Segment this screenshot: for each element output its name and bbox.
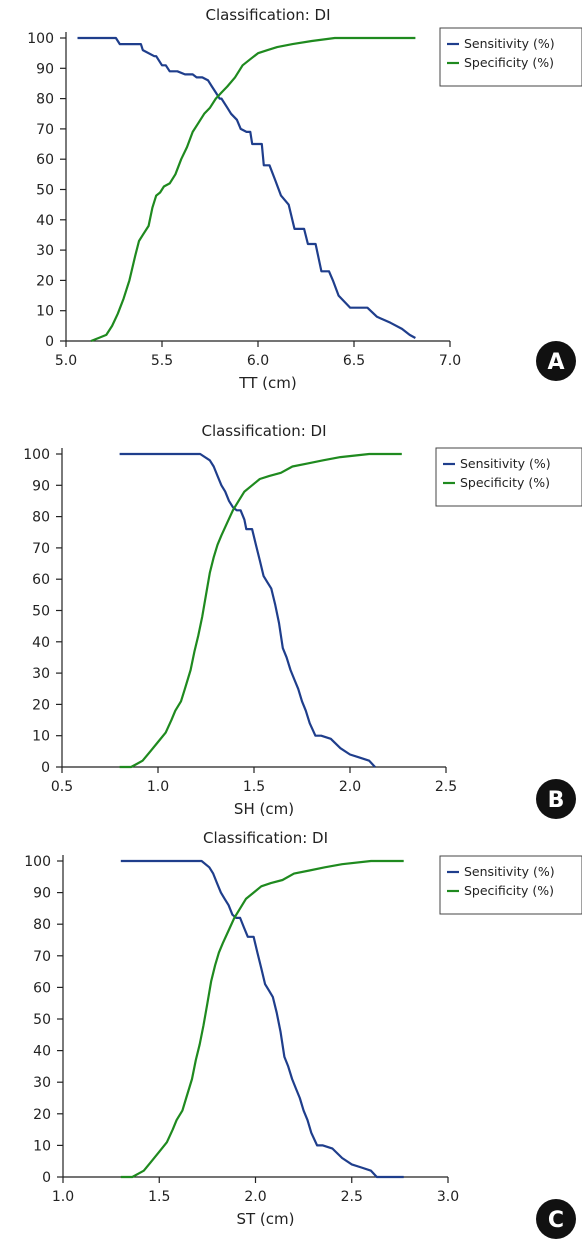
y-tick-label: 10: [32, 729, 50, 745]
chart-title: Classification: DI: [203, 829, 328, 847]
chart-panel-a: Classification: DI 0 10 20 30 40 50 60 70 80 90 100…: [27, 6, 582, 392]
sensitivity-line: [120, 859, 404, 1179]
legend: Sensitivity (%) Specificity (%): [435, 447, 582, 507]
x-tick-label: 1.0: [147, 779, 169, 795]
y-tick-label: 70: [33, 949, 51, 965]
x-axis-title: TT (cm): [238, 374, 296, 392]
x-tick-label: 5.5: [151, 353, 173, 369]
y-tick-label: 90: [32, 478, 50, 494]
legend-box: [435, 447, 582, 507]
y-tick-label: 80: [32, 510, 50, 526]
x-tick-label: 1.0: [52, 1189, 74, 1205]
x-tick-label: 2.5: [435, 779, 457, 795]
x-tick-label: 6.0: [247, 353, 269, 369]
y-tick-label: 90: [36, 61, 54, 77]
legend-box: [439, 855, 582, 915]
x-tick-label: 1.5: [148, 1189, 170, 1205]
y-tick-label: 40: [33, 1044, 51, 1060]
y-tick-label: 30: [36, 243, 54, 259]
y-tick-label: 50: [33, 1012, 51, 1028]
y-tick-label: 10: [33, 1138, 51, 1154]
panel-badge: [536, 341, 576, 381]
legend: Sensitivity (%) Specificity (%): [439, 27, 582, 87]
x-tick-label: 1.5: [243, 779, 265, 795]
y-tick-label: 80: [33, 917, 51, 933]
y-tick-label: 50: [36, 183, 54, 199]
y-tick-label: 80: [36, 92, 54, 108]
legend-label-sensitivity: Sensitivity (%): [464, 36, 555, 51]
y-tick-label: 40: [36, 213, 54, 229]
chart-panel-c: Classification: DI 0 10 20 30 40 50 60 70 80 90 100…: [24, 829, 582, 1239]
y-tick-label: 60: [33, 980, 51, 996]
y-tick-label: 90: [33, 886, 51, 902]
y-tick-label: 70: [32, 541, 50, 557]
y-tick-label: 70: [36, 122, 54, 138]
y-tick-label: 100: [24, 854, 51, 870]
specificity-line: [119, 452, 402, 769]
x-tick-label: 2.0: [339, 779, 361, 795]
x-tick-label: 3.0: [437, 1189, 459, 1205]
legend-label-sensitivity: Sensitivity (%): [460, 456, 551, 471]
panel-badge-label: C: [548, 1208, 564, 1233]
y-tick-label: 100: [27, 31, 54, 47]
y-tick-label: 30: [33, 1075, 51, 1091]
panel-badge-label: A: [547, 350, 564, 375]
sensitivity-line: [119, 452, 376, 768]
panel-badge-label: B: [548, 788, 565, 813]
legend-label-sensitivity: Sensitivity (%): [464, 864, 555, 879]
specificity-line: [120, 859, 404, 1179]
x-tick-label: 0.5: [51, 779, 73, 795]
y-tick-label: 20: [36, 273, 54, 289]
y-tick-label: 30: [32, 666, 50, 682]
x-axis-title: ST (cm): [236, 1210, 294, 1228]
chart-title: Classification: DI: [201, 422, 326, 440]
y-tick-label: 50: [32, 604, 50, 620]
y-tick-label: 100: [23, 447, 50, 463]
x-tick-label: 2.0: [244, 1189, 266, 1205]
y-tick-label: 10: [36, 304, 54, 320]
legend-box: [439, 27, 582, 87]
legend: Sensitivity (%) Specificity (%): [439, 855, 582, 915]
y-tick-label: 20: [32, 697, 50, 713]
panel-badge: [536, 779, 576, 819]
y-tick-label: 0: [41, 760, 50, 776]
y-tick-label: 60: [36, 152, 54, 168]
y-tick-label: 0: [42, 1170, 51, 1186]
x-tick-label: 2.5: [341, 1189, 363, 1205]
y-tick-label: 40: [32, 635, 50, 651]
y-tick-label: 0: [45, 334, 54, 350]
x-tick-label: 5.0: [55, 353, 77, 369]
legend-label-specificity: Specificity (%): [464, 55, 554, 70]
y-tick-label: 60: [32, 572, 50, 588]
panel-badge: [536, 1199, 576, 1239]
x-axis-title: SH (cm): [234, 800, 294, 818]
legend-label-specificity: Specificity (%): [460, 475, 550, 490]
x-tick-label: 6.5: [343, 353, 365, 369]
chart-title: Classification: DI: [205, 6, 330, 24]
specificity-line: [90, 36, 416, 343]
chart-panel-b: Classification: DI 0 10 20 30 40 50 60 70 80 90 100…: [23, 422, 582, 819]
y-tick-label: 20: [33, 1107, 51, 1123]
sensitivity-line: [77, 36, 416, 339]
x-tick-label: 7.0: [439, 353, 461, 369]
legend-label-specificity: Specificity (%): [464, 883, 554, 898]
